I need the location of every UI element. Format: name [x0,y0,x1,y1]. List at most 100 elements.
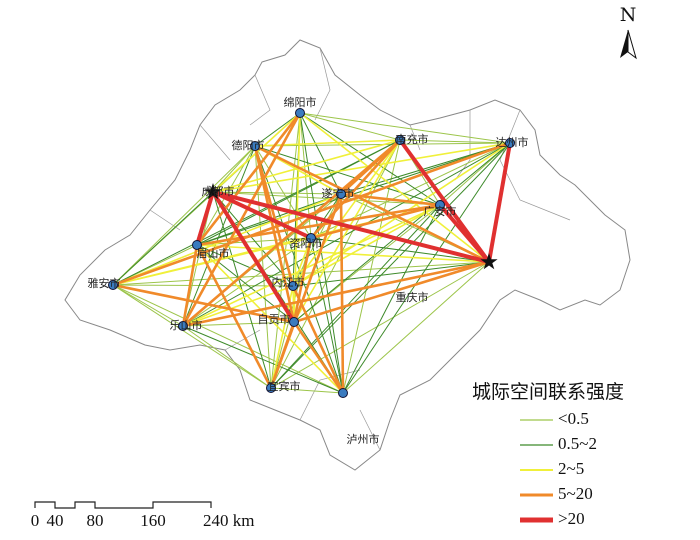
link [112,283,295,324]
city-label: 遂宁市 [322,186,355,200]
link [342,142,511,394]
north-arrow-half [627,29,637,60]
link [254,139,401,147]
link [399,139,511,144]
links [112,112,512,394]
link [196,203,441,247]
scale-label: 40 [47,511,64,530]
link [293,139,401,323]
link [112,261,490,286]
city-label: 达州市 [496,135,529,149]
city-label: 宜宾市 [268,379,301,393]
link [212,145,256,193]
link [439,142,511,206]
region-outline [64,39,631,471]
scale-label: 160 [140,511,166,530]
link [182,204,441,327]
city-label: 雅安市 [88,276,121,290]
link [310,142,511,239]
link [254,145,272,389]
legend-label: >20 [558,509,585,528]
city-node [306,233,316,243]
link [292,237,313,323]
scale-labels: 0 40 80 160 240 km [31,511,255,530]
link [112,191,214,286]
city-label: 德阳市 [232,138,265,152]
link [292,204,441,287]
city-label: 资阳市 [290,236,323,250]
link [112,141,511,287]
city-node [435,200,445,210]
link [270,261,490,389]
city-label: 乐山市 [170,318,203,332]
link [112,284,344,394]
city-node [295,108,305,118]
link [299,112,441,206]
link [292,321,345,394]
city-label: 内江市 [272,275,305,289]
link [182,260,490,328]
city-node [289,317,299,327]
link [182,325,272,389]
link [212,191,342,195]
link [299,112,401,141]
link [196,244,295,323]
city-node [505,138,515,148]
scale-label: 80 [87,511,104,530]
city-label: 泸州市 [347,432,380,446]
link [340,192,441,207]
link [292,139,401,287]
north-arrow [620,30,628,58]
link [340,142,511,195]
city-node [336,189,346,199]
city-label: 成都市 [202,184,235,198]
north-label: N [620,4,637,26]
city-hub [204,183,222,200]
link [270,204,441,389]
link [211,190,296,324]
link [212,190,490,264]
city-node [338,388,348,398]
link [182,142,511,327]
link [342,204,441,394]
link [112,284,184,327]
city-node [192,240,202,250]
link [181,244,199,327]
link [182,325,344,394]
district-boundaries [149,47,571,451]
link [398,138,491,264]
link [299,112,511,144]
link [292,237,312,287]
link [299,112,342,195]
city-label: 广安市 [424,204,457,218]
city-label: 眉山市 [197,246,230,260]
link [342,261,490,394]
legend-label: 0.5~2 [558,434,597,453]
link [196,244,294,287]
scale-label: 0 [31,511,40,530]
city-node [395,135,405,145]
link [310,203,441,240]
link [299,112,490,263]
link [269,321,296,389]
link [112,145,256,286]
link [270,139,401,389]
legend-label: 2~5 [558,459,584,478]
link [438,203,491,264]
city-node [266,383,276,393]
scale-bar [34,501,212,509]
legend-title: 城际空间联系强度 [472,381,624,403]
link [254,144,490,264]
legend-label: <0.5 [558,409,589,428]
link [182,145,256,327]
link [195,191,215,246]
city-label: 自贡市 [258,312,291,326]
city-node [178,321,188,331]
link [293,142,511,323]
scale-label: 240 km [203,511,254,530]
city-label: 绵阳市 [284,95,317,109]
link [487,142,512,263]
link [292,261,490,287]
link [181,112,302,327]
